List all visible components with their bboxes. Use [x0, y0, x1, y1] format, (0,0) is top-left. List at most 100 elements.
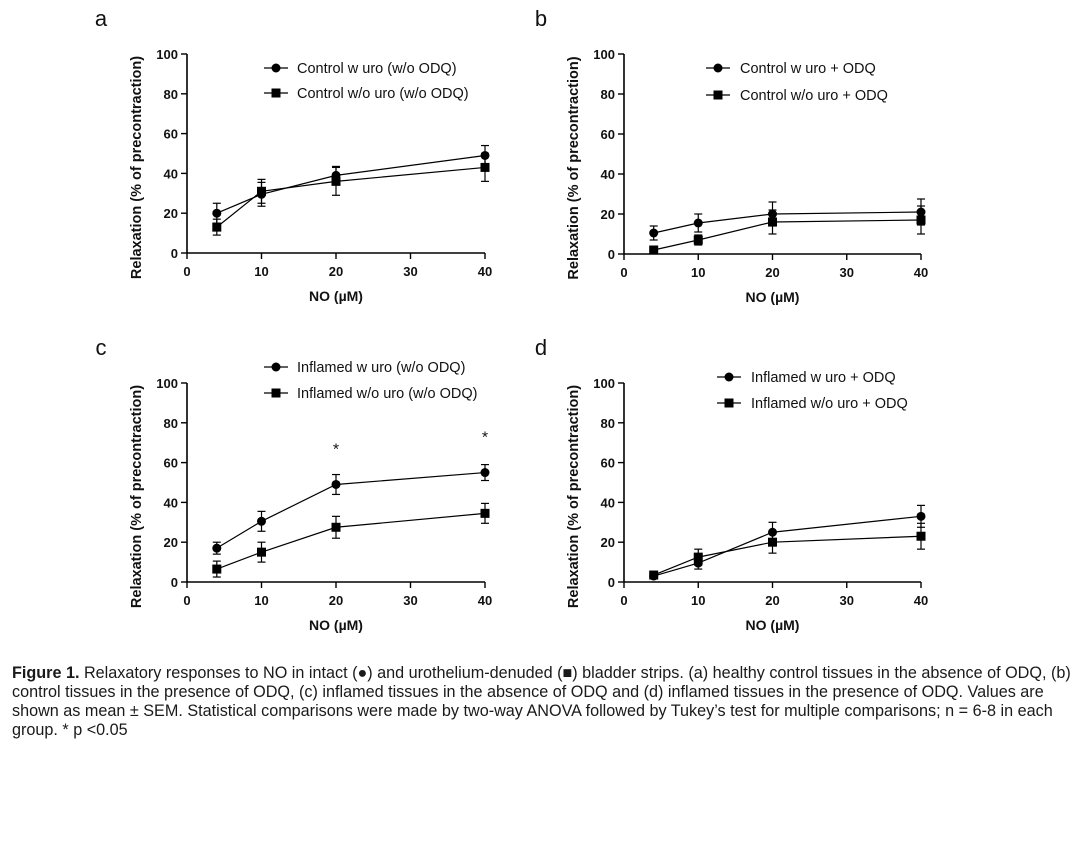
series-circle [649, 198, 926, 241]
data-point [768, 217, 777, 227]
legend-marker [271, 88, 281, 98]
x-tick-label: 30 [403, 264, 417, 279]
series-square [649, 522, 926, 580]
panel-letter: d [535, 335, 547, 360]
panel-d: d 0 20 40 60 80 100 0 10 20 30 40 NO (µM) Relaxation … [535, 335, 928, 633]
data-point [693, 552, 703, 562]
data-point [916, 511, 926, 521]
data-point [331, 522, 341, 532]
y-axis-label: Relaxation (% of precontraction) [129, 385, 145, 608]
data-point [916, 215, 926, 225]
data-point [257, 516, 266, 526]
x-tick-label: 10 [254, 264, 268, 279]
x-tick-label: 10 [254, 593, 268, 608]
data-point [480, 162, 490, 172]
legend-marker [271, 362, 281, 372]
legend-label: Control w uro + ODQ [740, 61, 876, 77]
series-line [216, 471, 486, 549]
y-tick-label: 60 [164, 456, 178, 471]
x-tick-label: 0 [183, 593, 190, 608]
y-axis-label: Relaxation (% of precontraction) [566, 56, 582, 279]
y-tick-label: 100 [156, 47, 178, 62]
data-point [649, 570, 659, 580]
x-axis-label: NO (µM) [746, 289, 800, 305]
series-line [216, 166, 486, 228]
panel-b: b 0 20 40 60 80 100 0 10 20 30 40 NO (µM) Relaxation … [535, 6, 928, 305]
y-tick-label: 0 [608, 575, 615, 590]
data-point [480, 508, 490, 518]
y-tick-label: 100 [156, 376, 178, 391]
significance-marker: * [333, 442, 339, 459]
data-point [916, 531, 926, 541]
significance-marker: * [482, 430, 488, 447]
y-tick-label: 80 [601, 87, 615, 102]
legend-marker [724, 398, 734, 408]
legend-label: Control w uro (w/o ODQ) [297, 61, 457, 77]
y-axis-label: Relaxation (% of precontraction) [566, 385, 582, 608]
x-tick-label: 0 [183, 264, 190, 279]
series-line [216, 512, 486, 570]
panel-letter: b [535, 6, 547, 31]
x-axis-label: NO (µM) [309, 288, 363, 304]
y-tick-label: 80 [601, 416, 615, 431]
x-axis-label: NO (µM) [309, 617, 363, 633]
legend-label: Inflamed w/o uro (w/o ODQ) [297, 386, 478, 402]
series-line [653, 535, 922, 576]
y-tick-label: 40 [164, 166, 178, 181]
series-circle [212, 144, 490, 224]
y-tick-label: 0 [171, 575, 178, 590]
series-line [653, 211, 922, 234]
data-point [693, 218, 703, 228]
data-point [331, 176, 341, 186]
series-circle [212, 463, 490, 555]
x-tick-label: 30 [840, 593, 854, 608]
y-tick-label: 40 [601, 167, 615, 182]
caption-text: Relaxatory responses to NO in intact (●)… [12, 664, 1071, 739]
x-axis-label: NO (µM) [746, 617, 800, 633]
series-square [649, 205, 926, 255]
legend-label: Control w/o uro + ODQ [740, 88, 888, 104]
x-tick-label: 40 [914, 265, 928, 280]
y-tick-label: 60 [601, 127, 615, 142]
legend-label: Inflamed w/o uro + ODQ [751, 396, 908, 412]
y-tick-label: 20 [601, 207, 615, 222]
x-tick-label: 10 [691, 593, 705, 608]
data-point [480, 468, 490, 478]
data-point [649, 245, 659, 255]
legend-marker [271, 388, 281, 398]
y-tick-label: 20 [601, 535, 615, 550]
data-point [212, 208, 222, 218]
x-tick-label: 40 [478, 264, 492, 279]
y-tick-label: 80 [164, 416, 178, 431]
y-tick-label: 100 [593, 47, 615, 62]
data-point [768, 537, 777, 547]
data-point [257, 186, 266, 196]
x-tick-label: 20 [329, 593, 343, 608]
y-tick-label: 60 [601, 456, 615, 471]
x-tick-label: 30 [403, 593, 417, 608]
x-tick-label: 40 [478, 593, 492, 608]
y-tick-label: 40 [601, 495, 615, 510]
x-tick-label: 0 [620, 593, 627, 608]
legend-marker [271, 63, 281, 73]
x-tick-label: 0 [620, 265, 627, 280]
y-tick-label: 80 [164, 87, 178, 102]
legend-label: Inflamed w uro (w/o ODQ) [297, 360, 465, 376]
data-point [649, 228, 659, 238]
x-tick-label: 20 [765, 265, 779, 280]
legend-marker [713, 63, 723, 73]
series-square [212, 502, 490, 578]
legend-marker [724, 372, 734, 382]
data-point [257, 547, 266, 557]
data-point [212, 543, 222, 553]
panel-letter: a [95, 6, 108, 31]
series-line [653, 219, 922, 251]
legend-label: Inflamed w uro + ODQ [751, 370, 896, 386]
legend-marker [713, 90, 723, 100]
x-tick-label: 40 [914, 593, 928, 608]
y-tick-label: 20 [164, 206, 178, 221]
data-point [212, 222, 222, 232]
panel-letter: c [96, 335, 107, 360]
y-tick-label: 0 [608, 247, 615, 262]
